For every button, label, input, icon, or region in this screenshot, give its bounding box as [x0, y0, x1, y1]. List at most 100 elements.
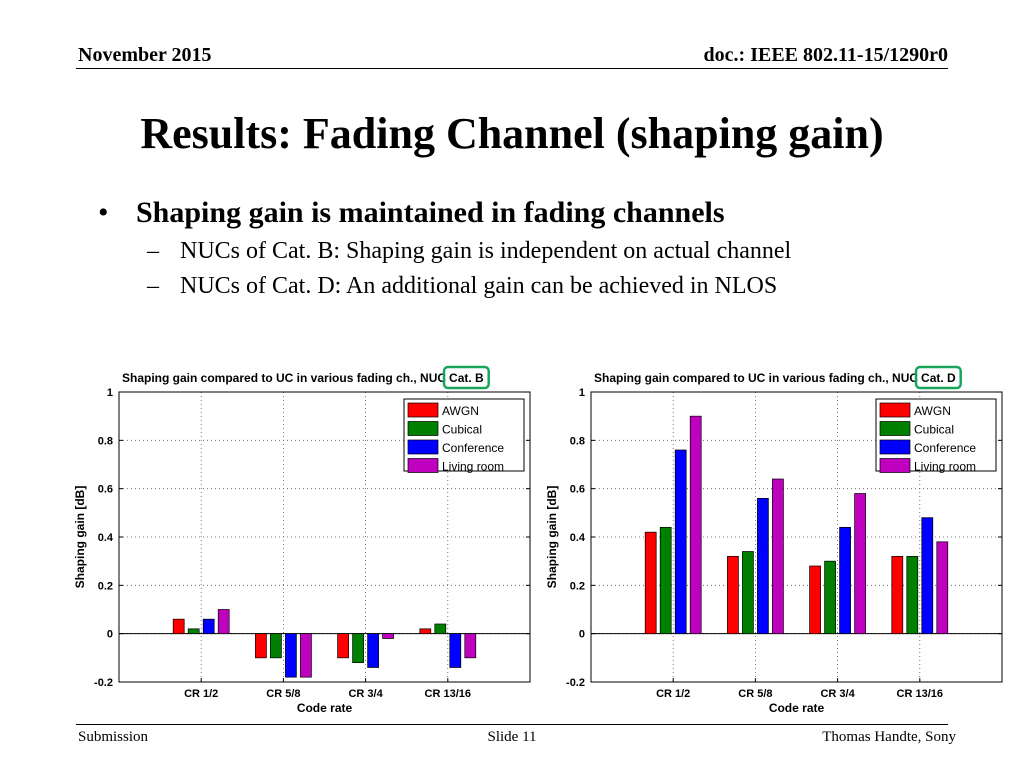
chart-cat-d-svg: -0.2 0 0.2 0.4 0.6 0.8 1 CR 1/2 CR 5/8 CR 3/4 CR 1…: [545, 365, 1003, 715]
bar: [337, 633, 349, 659]
bullet-sub-2: – NUCs of Cat. D: An additional gain can…: [147, 273, 978, 300]
bullet-main: • Shaping gain is maintained in fading c…: [98, 196, 978, 230]
legend-swatch: [879, 458, 911, 473]
x-tick-label: CR 1/2: [656, 688, 690, 700]
bar: [839, 526, 851, 635]
y-tick-label: 0: [579, 629, 585, 641]
legend-swatch: [879, 421, 911, 436]
bar: [659, 526, 672, 635]
bar: [172, 618, 185, 635]
bar: [270, 633, 282, 659]
legend-label: Cubical: [442, 423, 482, 437]
legend-swatch: [407, 402, 439, 418]
x-tick-label: CR 13/16: [897, 688, 943, 700]
bullet-list: • Shaping gain is maintained in fading c…: [98, 196, 978, 300]
y-tick-label: 1: [107, 387, 113, 399]
chart-cat-b-svg: -0.2 0 0.2 0.4 0.6 0.8 1 CR 1/2 CR 5/8 CR 3/4 CR 1…: [73, 365, 531, 715]
bullet-sub-2-text: NUCs of Cat. D: An additional gain can b…: [180, 273, 778, 299]
legend-label: Living room: [442, 460, 504, 474]
x-tick-label: CR 1/2: [184, 688, 218, 700]
bar: [921, 517, 934, 635]
bullet-sub-1: – NUCs of Cat. B: Shaping gain is indepe…: [147, 238, 978, 265]
title-highlight-box: [442, 365, 490, 390]
legend-label: Living room: [914, 460, 976, 474]
legend-label: AWGN: [914, 404, 951, 418]
bar: [419, 628, 432, 635]
bar: [464, 633, 477, 659]
y-tick-label: -0.2: [94, 677, 113, 689]
y-axis-label: Shaping gain [dB]: [545, 486, 559, 589]
legend-swatch: [407, 458, 439, 473]
bar: [434, 623, 447, 635]
bar: [936, 541, 949, 635]
footer-divider: [76, 724, 948, 725]
bar: [689, 415, 702, 635]
dash-icon: –: [147, 273, 159, 299]
chart-title: Shaping gain compared to UC in various f…: [594, 371, 918, 385]
bar: [809, 565, 821, 635]
y-tick-label: 1: [579, 387, 585, 399]
bar: [449, 633, 462, 668]
legend-swatch: [879, 402, 911, 418]
legend-swatch: [407, 439, 439, 455]
bar: [757, 497, 769, 635]
x-axis-label: Code rate: [297, 701, 353, 715]
title-highlight-box: [914, 365, 962, 390]
x-tick-label: CR 3/4: [348, 688, 383, 700]
bar: [891, 555, 904, 635]
bar: [674, 449, 687, 635]
bar: [727, 555, 739, 635]
chart-cat-b: -0.2 0 0.2 0.4 0.6 0.8 1 CR 1/2 CR 5/8 CR 3/4 CR 1…: [66, 360, 540, 720]
bar: [285, 633, 297, 678]
bar: [202, 618, 215, 635]
legend-label: AWGN: [442, 404, 479, 418]
bar: [906, 555, 919, 635]
bullet-sub-1-text: NUCs of Cat. B: Shaping gain is independ…: [180, 238, 792, 264]
bar: [187, 628, 200, 635]
y-tick-label: 0.6: [570, 484, 585, 496]
footer-author: Thomas Handte, Sony: [822, 729, 956, 745]
y-tick-label: 0.4: [570, 532, 586, 544]
bar: [300, 633, 312, 678]
bar: [824, 560, 836, 635]
x-tick-label: CR 3/4: [820, 688, 855, 700]
header-date: November 2015: [78, 44, 212, 66]
y-tick-label: -0.2: [566, 677, 585, 689]
bullet-main-text: Shaping gain is maintained in fading cha…: [136, 196, 725, 229]
chart-title: Shaping gain compared to UC in various f…: [122, 371, 446, 385]
bar: [742, 551, 754, 635]
slide-title: Results: Fading Channel (shaping gain): [140, 109, 884, 158]
x-tick-label: CR 5/8: [738, 688, 772, 700]
dash-icon: –: [147, 238, 159, 264]
header-divider: [76, 68, 948, 69]
bar: [367, 633, 379, 668]
legend-label: Cubical: [914, 423, 954, 437]
y-axis-label: Shaping gain [dB]: [73, 486, 87, 589]
bar: [217, 609, 230, 635]
x-tick-label: CR 13/16: [425, 688, 471, 700]
y-tick-label: 0.2: [98, 580, 113, 592]
y-tick-label: 0.8: [98, 435, 113, 447]
footer-slide-number: Slide 11: [487, 729, 537, 745]
bar: [255, 633, 267, 659]
footer-submission: Submission: [78, 729, 149, 745]
legend-swatch: [879, 439, 911, 455]
header-doc-id: doc.: IEEE 802.11-15/1290r0: [703, 44, 948, 66]
y-tick-label: 0.8: [570, 435, 585, 447]
legend-label: Conference: [914, 441, 976, 455]
bar: [644, 531, 657, 635]
y-tick-label: 0.2: [570, 580, 585, 592]
chart-title-highlight: Cat. D: [921, 371, 956, 385]
bar: [772, 478, 784, 635]
x-tick-label: CR 5/8: [266, 688, 300, 700]
chart-cat-d: -0.2 0 0.2 0.4 0.6 0.8 1 CR 1/2 CR 5/8 CR 3/4 CR 1…: [538, 360, 1012, 720]
legend-swatch: [407, 421, 439, 436]
y-tick-label: 0.6: [98, 484, 113, 496]
chart-title-highlight: Cat. B: [449, 371, 484, 385]
bullet-dot-icon: •: [98, 196, 109, 229]
bar: [352, 633, 364, 664]
legend-label: Conference: [442, 441, 504, 455]
x-axis-label: Code rate: [769, 701, 825, 715]
bar: [382, 633, 394, 639]
bar: [854, 493, 866, 635]
